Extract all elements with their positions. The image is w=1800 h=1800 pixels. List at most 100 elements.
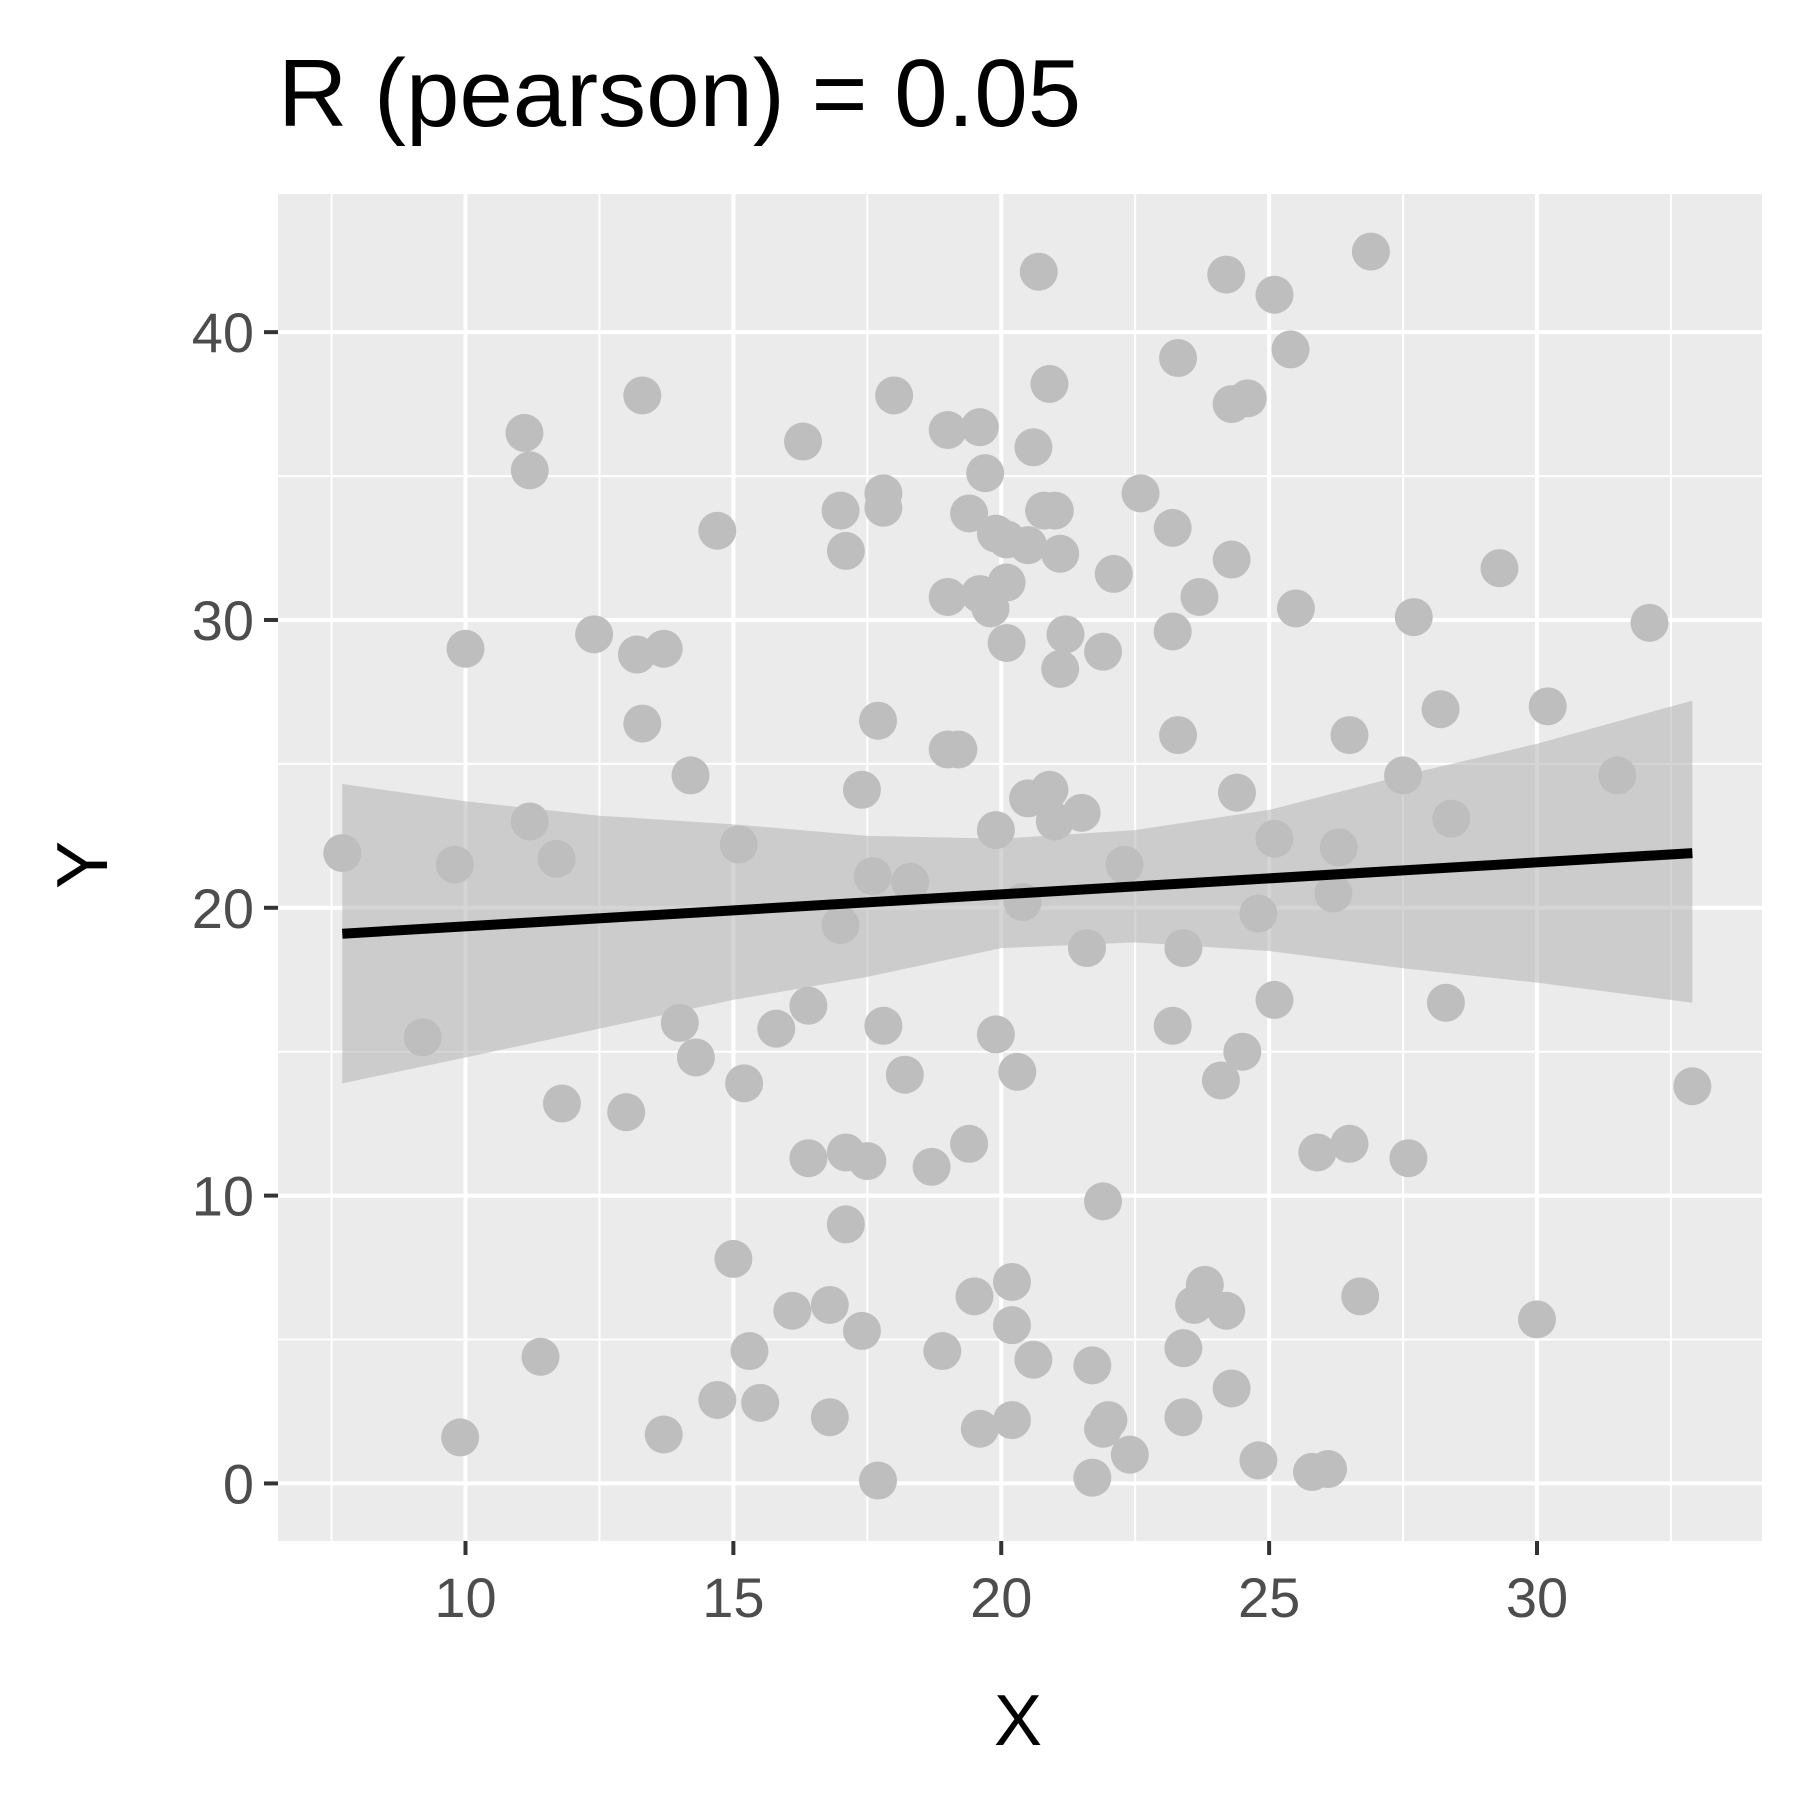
data-point <box>757 1009 796 1048</box>
data-point <box>826 1205 865 1244</box>
data-point <box>1164 1329 1203 1368</box>
data-point <box>960 408 999 447</box>
data-point <box>1153 612 1192 651</box>
data-point <box>1084 1182 1123 1221</box>
data-point <box>810 1285 849 1324</box>
data-point <box>623 704 662 743</box>
data-point <box>1159 716 1198 755</box>
data-point <box>1223 1032 1262 1071</box>
chart-title: R (pearson) = 0.05 <box>278 40 1081 147</box>
data-point <box>939 730 978 769</box>
data-point <box>966 454 1005 493</box>
data-point <box>1030 770 1069 809</box>
data-point <box>1201 1061 1240 1100</box>
data-point <box>992 1306 1031 1345</box>
data-point <box>1351 232 1390 271</box>
data-point <box>542 1084 581 1123</box>
data-point <box>510 451 549 490</box>
data-point <box>1041 534 1080 573</box>
data-point <box>1084 632 1123 671</box>
data-point <box>864 1006 903 1045</box>
data-point <box>960 1409 999 1448</box>
data-point <box>1271 330 1310 369</box>
data-point <box>671 756 710 795</box>
data-point <box>1019 252 1058 291</box>
data-point <box>1480 549 1519 588</box>
data-point <box>950 1124 989 1163</box>
data-point <box>1255 819 1294 858</box>
data-point <box>821 491 860 530</box>
data-point <box>1517 1300 1556 1339</box>
data-point <box>821 906 860 945</box>
data-point <box>1528 687 1567 726</box>
data-point <box>644 629 683 668</box>
data-point <box>510 802 549 841</box>
data-point <box>950 494 989 533</box>
data-point <box>848 1142 887 1181</box>
data-point <box>644 1415 683 1454</box>
data-point <box>912 1147 951 1186</box>
y-tick-label: 0 <box>223 1452 254 1515</box>
data-point <box>521 1337 560 1376</box>
y-tick-label: 40 <box>192 301 254 364</box>
data-point <box>1159 339 1198 378</box>
data-point <box>1309 1450 1348 1489</box>
data-point <box>1432 799 1471 838</box>
data-point <box>676 1038 715 1077</box>
data-point <box>1394 598 1433 637</box>
data-point <box>1041 649 1080 688</box>
data-point <box>1239 1441 1278 1480</box>
data-point <box>1426 983 1465 1022</box>
data-point <box>1314 874 1353 913</box>
data-point <box>864 488 903 527</box>
x-tick-label: 10 <box>434 1566 496 1629</box>
data-point <box>1421 690 1460 729</box>
data-point <box>842 770 881 809</box>
data-point <box>923 1332 962 1371</box>
data-point <box>1089 1401 1128 1440</box>
data-point <box>1073 1458 1112 1497</box>
data-point <box>1035 491 1074 530</box>
data-point <box>891 862 930 901</box>
data-point <box>1121 474 1160 513</box>
data-point <box>698 1380 737 1419</box>
data-point <box>1094 554 1133 593</box>
data-point <box>403 1018 442 1057</box>
data-point <box>826 531 865 570</box>
data-point <box>1239 894 1278 933</box>
data-point <box>623 376 662 415</box>
data-point <box>1164 929 1203 968</box>
data-point <box>1630 603 1669 642</box>
data-point <box>1105 845 1144 884</box>
data-point <box>1207 1291 1246 1330</box>
data-point <box>1217 773 1256 812</box>
x-tick-label: 15 <box>702 1566 764 1629</box>
data-point <box>1062 793 1101 832</box>
data-point <box>446 629 485 668</box>
data-point <box>1153 508 1192 547</box>
data-point <box>987 563 1026 602</box>
data-point <box>660 1003 699 1042</box>
x-axis-title: X <box>994 1681 1042 1761</box>
data-point <box>1164 1398 1203 1437</box>
data-point <box>1207 255 1246 294</box>
data-point <box>1212 540 1251 579</box>
data-point <box>955 1277 994 1316</box>
data-point <box>1185 1265 1224 1304</box>
data-point <box>323 834 362 873</box>
data-point <box>1014 428 1053 467</box>
data-point <box>1330 716 1369 755</box>
data-point <box>698 511 737 550</box>
data-point <box>1009 526 1048 565</box>
data-point <box>998 1052 1037 1091</box>
data-point <box>730 1332 769 1371</box>
data-point <box>928 411 967 450</box>
data-point <box>435 845 474 884</box>
data-point <box>853 857 892 896</box>
data-point <box>1330 1124 1369 1163</box>
data-point <box>505 413 544 452</box>
data-point <box>441 1418 480 1457</box>
data-point <box>773 1291 812 1330</box>
x-tick-label: 30 <box>1506 1566 1568 1629</box>
data-point <box>1255 980 1294 1019</box>
